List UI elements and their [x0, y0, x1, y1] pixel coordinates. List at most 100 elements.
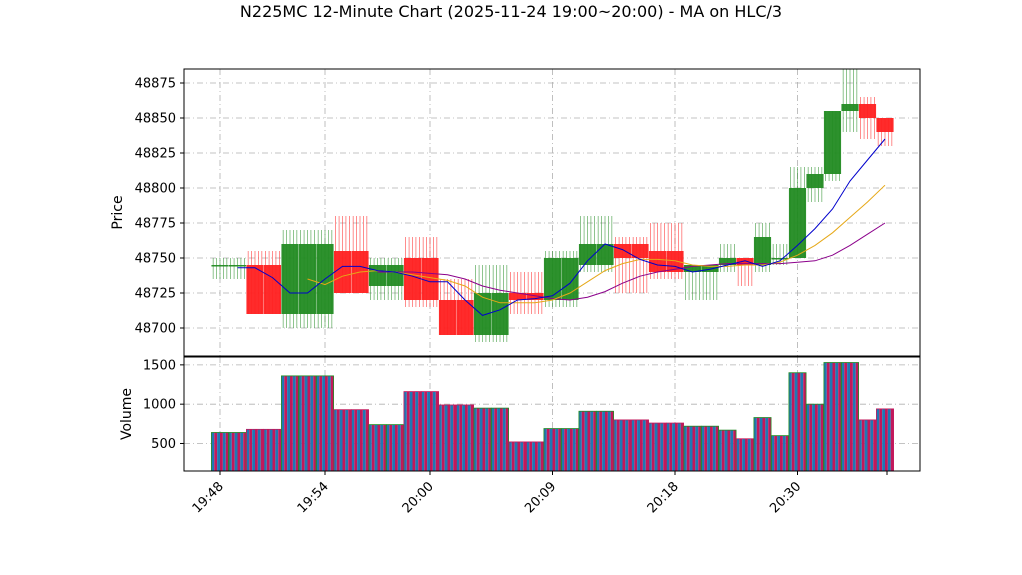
volume-bar — [351, 409, 369, 472]
volume-bar-stripe — [523, 441, 527, 471]
volume-bar-stripe — [593, 411, 597, 471]
volume-bar-stripe — [298, 375, 302, 471]
volume-bar-stripe — [791, 372, 795, 471]
volume-bar-stripe — [257, 429, 261, 471]
volume-bar-stripe — [788, 372, 792, 471]
volume-bar-stripe — [549, 428, 553, 471]
price-tick-label: 48725 — [135, 287, 176, 302]
volume-bar-stripe — [479, 408, 483, 471]
volume-tick-label: 1000 — [143, 398, 176, 413]
volume-bar-stripe — [590, 411, 594, 471]
candle-body — [578, 244, 597, 265]
volume-bar-stripe — [494, 408, 498, 471]
volume-bar-stripe — [453, 404, 457, 471]
volume-bar-stripe — [742, 438, 745, 471]
x-tick-label: 20:09 — [522, 479, 559, 516]
volume-bar — [491, 407, 509, 472]
volume-bar-stripe — [360, 409, 363, 471]
volume-bar-stripe — [672, 423, 675, 471]
volume-bar-stripe — [619, 419, 623, 471]
volume-bar-stripe — [330, 375, 334, 471]
volume-bar-stripe — [502, 408, 506, 471]
volume-bar-stripe — [835, 362, 839, 471]
volume-bar-stripe — [517, 441, 521, 471]
volume-bar-stripe — [841, 362, 845, 471]
candle-body — [683, 265, 702, 272]
volume-bar-stripe — [651, 423, 655, 471]
volume-bar-stripe — [421, 391, 425, 471]
volume-bar-stripe — [441, 404, 445, 471]
candle — [386, 258, 404, 300]
volume-bar — [788, 372, 807, 472]
volume-bar-stripe — [325, 375, 328, 471]
volume-bar-stripe — [310, 375, 314, 471]
volume-bar-stripe — [307, 375, 311, 471]
volume-bar-stripe — [683, 426, 687, 471]
volume-bar-stripe — [430, 391, 433, 471]
volume-bar-stripe — [794, 372, 798, 471]
volume-bar-stripe — [287, 375, 290, 471]
volume-tick-label: 1500 — [143, 358, 176, 373]
volume-bar-stripe — [753, 417, 757, 471]
volume-bar-stripe — [599, 411, 603, 471]
volume-bar-stripe — [354, 409, 358, 471]
volume-bar-stripe — [762, 417, 766, 471]
volume-bar-stripe — [890, 408, 894, 471]
candle-body — [263, 265, 282, 314]
volume-bar-stripe — [546, 428, 550, 471]
volume-bar-stripe — [290, 375, 293, 471]
volume-bar-stripe — [640, 419, 643, 471]
volume-bar-stripe — [637, 419, 640, 471]
candle-body — [473, 293, 492, 335]
candle-body — [543, 258, 562, 300]
candle — [631, 237, 649, 293]
candle — [823, 111, 842, 181]
candle-body — [876, 118, 894, 132]
volume-bar-stripe — [613, 419, 617, 471]
candle — [473, 265, 492, 342]
volume-bar-stripe — [564, 428, 568, 471]
candle — [526, 272, 544, 314]
volume-bar — [648, 422, 667, 472]
volume-bar-stripe — [876, 408, 880, 471]
candle-body — [666, 251, 684, 272]
candle-body — [561, 258, 579, 300]
volume-bar-stripe — [718, 430, 722, 471]
price-tick-label: 48825 — [135, 147, 176, 162]
volume-bar-stripe — [581, 411, 585, 471]
volume-bar-stripe — [721, 430, 725, 471]
volume-bar-stripe — [447, 404, 451, 471]
volume-bar-stripe — [462, 404, 465, 471]
volume-bar-stripe — [365, 409, 369, 471]
volume-bar-stripe — [465, 404, 468, 471]
volume-bar-stripe — [736, 438, 740, 471]
volume-bar — [438, 404, 457, 472]
volume-bar-stripe — [214, 432, 218, 471]
volume-bar-stripe — [820, 404, 824, 471]
candle — [368, 258, 387, 300]
candle-body — [281, 244, 299, 314]
volume-bar-stripe — [272, 429, 276, 471]
volume-bar-stripe — [715, 426, 719, 471]
volume-bar — [841, 362, 859, 472]
volume-bar-stripe — [584, 411, 588, 471]
volume-bar-stripe — [710, 426, 713, 471]
volume-bar-stripe — [648, 423, 652, 471]
volume-bar-stripe — [491, 408, 495, 471]
volume-bar-stripe — [677, 423, 681, 471]
volume-bar-stripe — [397, 424, 401, 471]
candle — [263, 251, 282, 314]
volume-bar-stripe — [386, 424, 390, 471]
volume-bar-stripe — [252, 429, 255, 471]
volume-bar-stripe — [645, 419, 649, 471]
volume-bar-stripe — [575, 428, 579, 471]
volume-bar-stripe — [380, 424, 384, 471]
candle-body — [823, 111, 842, 174]
volume-bar — [508, 441, 527, 472]
volume-bar-stripe — [631, 419, 635, 471]
volume-bar-stripe — [602, 411, 605, 471]
volume-bar-stripe — [622, 419, 626, 471]
volume-bar-stripe — [234, 432, 238, 471]
candle — [578, 216, 597, 272]
candle — [648, 223, 667, 279]
